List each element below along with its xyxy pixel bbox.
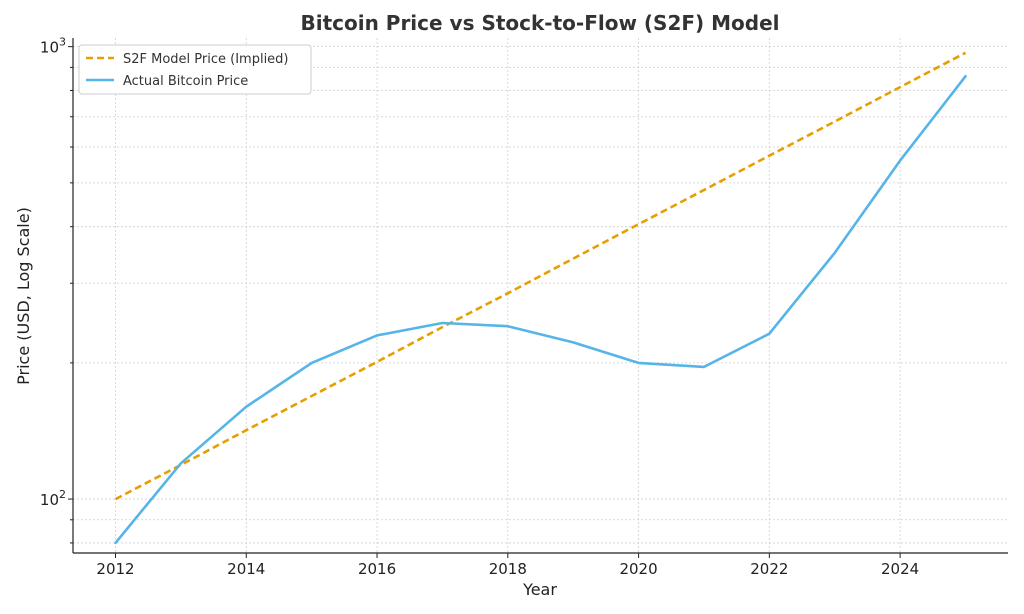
legend-box [78,44,312,95]
x-tick-label: 2012 [96,560,134,578]
x-tick-label: 2014 [227,560,265,578]
axes [72,38,1008,554]
series-line-s2f-model-price-implied [114,51,967,501]
x-tick-label: 2024 [881,560,919,578]
legend-label: S2F Model Price (Implied) [123,52,289,67]
x-tick-label: 2016 [358,560,396,578]
y-axis-label: Price (USD, Log Scale) [14,207,33,385]
x-tick-label: 2018 [489,560,527,578]
grid [73,38,1008,553]
y-tick-label: 103 [40,36,66,57]
series-line-actual-bitcoin-price [114,75,967,545]
x-axis-label: Year [522,580,557,599]
legend-label: Actual Bitcoin Price [123,74,248,89]
x-ticks: 2012 2014 2016 2018 2020 2022 2024 [96,553,919,578]
x-tick-label: 2020 [619,560,657,578]
y-tick-label: 102 [40,488,66,509]
y-ticks: 102 103 [40,36,73,544]
x-tick-label: 2022 [750,560,788,578]
chart-title: Bitcoin Price vs Stock-to-Flow (S2F) Mod… [300,11,779,35]
series-layer [114,51,967,545]
legend: S2F Model Price (Implied) Actual Bitcoin … [78,44,312,95]
